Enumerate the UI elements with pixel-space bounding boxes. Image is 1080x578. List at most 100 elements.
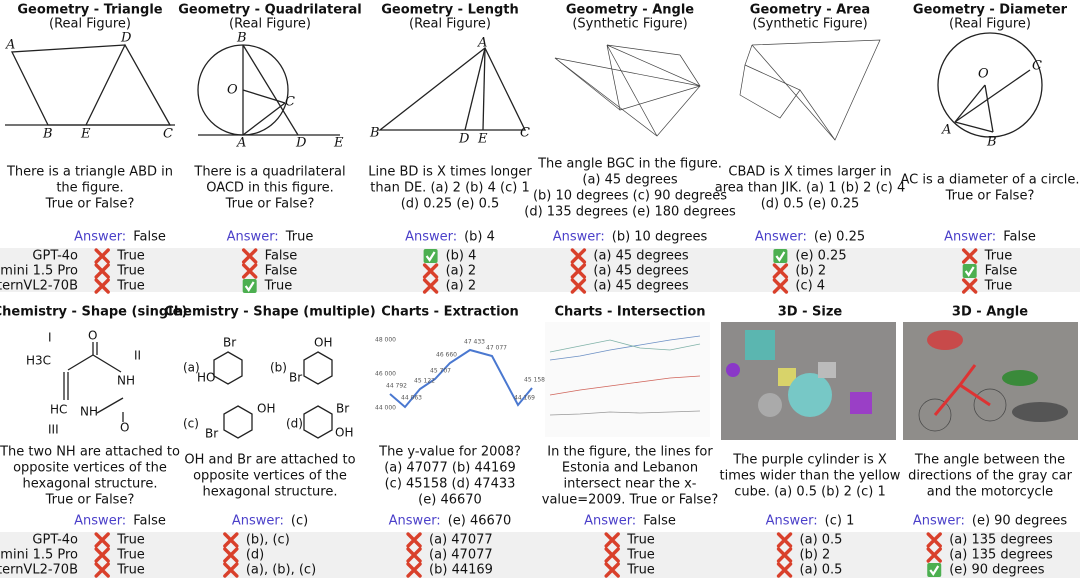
- figure-shape: [96, 397, 124, 414]
- panel-title: Chemistry - Shape (multiple): [164, 305, 375, 320]
- correct-icon: [423, 249, 438, 263]
- model-response: True: [116, 249, 145, 264]
- figure-shape: [303, 405, 333, 439]
- panel-subtitle: (Real Figure): [949, 17, 1031, 32]
- model-response: (b) 2: [800, 548, 831, 563]
- model-response: (e) 0.25: [795, 249, 846, 264]
- incorrect-icon: [961, 248, 978, 264]
- length-figure: A B D E C: [369, 36, 530, 147]
- panel-title: Charts - Extraction: [381, 305, 519, 320]
- cross-mark: [406, 547, 422, 563]
- question-line: area than JIK. (a) 1 (b) 2 (c) 4: [715, 181, 906, 196]
- panel-title: 3D - Angle: [952, 305, 1028, 320]
- cross-mark: [223, 532, 239, 548]
- question-line: The y-value for 2008?: [378, 445, 521, 460]
- figure-label: E: [477, 132, 488, 147]
- question-line: hexagonal structure.: [203, 485, 338, 500]
- cross-mark: [406, 562, 422, 578]
- figure-shape: [606, 44, 681, 56]
- correct-icon: [773, 249, 788, 263]
- figure-shape: [745, 330, 775, 360]
- incorrect-icon: [422, 278, 439, 294]
- answer-label: Answer:: [766, 514, 818, 529]
- cross-mark: [776, 532, 793, 548]
- figure-label: 44 063: [401, 395, 422, 402]
- answer-value: False: [133, 230, 166, 245]
- answer-label: Answer:: [755, 230, 807, 245]
- figure-label: D: [120, 31, 132, 46]
- check-mark: [775, 251, 786, 262]
- figure-shape: [482, 47, 486, 131]
- figure-label: OH: [335, 426, 353, 440]
- figure-label: 46 000: [375, 371, 396, 378]
- incorrect-icon: [570, 263, 587, 279]
- model-response: True: [264, 279, 293, 294]
- question-line: value=2009. True or False?: [542, 493, 718, 508]
- cross-mark: [94, 263, 110, 279]
- figure-label: HC: [50, 403, 67, 417]
- incorrect-icon: [94, 562, 110, 578]
- check-mark: [929, 565, 940, 576]
- diameter-figure: O C A B: [937, 32, 1043, 150]
- answer-label: Answer:: [405, 230, 457, 245]
- cross-mark: [223, 562, 239, 578]
- answer-value: False: [643, 514, 676, 529]
- figure-label: C: [1032, 59, 1042, 74]
- model-response: (a) 135 degrees: [949, 548, 1053, 563]
- question-line: There is a quadrilateral: [193, 165, 345, 180]
- question-line: True or False?: [225, 197, 315, 212]
- figure-shape: [933, 364, 991, 416]
- figure-shape: [726, 363, 740, 377]
- panel-title: Geometry - Area: [750, 3, 870, 18]
- model-response: (a) 45 degrees: [593, 279, 688, 294]
- check-box: [242, 279, 257, 293]
- cross-mark: [422, 263, 439, 279]
- model-name: GPT-4o: [32, 249, 78, 264]
- figure-label: (b): [270, 361, 287, 375]
- question-line: AC is a diameter of a circle.: [900, 173, 1079, 188]
- question-line: The angle between the: [914, 453, 1065, 468]
- figure-shape: [679, 54, 701, 87]
- cross-mark: [94, 248, 110, 264]
- question-line: the figure.: [56, 181, 123, 196]
- figure-shape: [242, 44, 299, 136]
- model-response: (a) 45 degrees: [593, 249, 688, 264]
- incorrect-icon: [94, 532, 110, 548]
- cross-mark: [961, 278, 978, 294]
- check-mark: [964, 266, 975, 277]
- cross-mark: [241, 248, 258, 264]
- figure-shape: [303, 351, 333, 385]
- question-line: The angle BGC in the figure.: [537, 157, 722, 172]
- figure-label: E: [333, 136, 344, 151]
- figure-label: 45 158: [524, 377, 545, 384]
- figure-label: 48 000: [375, 337, 396, 344]
- figure-label: H3C: [26, 354, 51, 368]
- model-response: (a) 0.5: [800, 563, 843, 578]
- figure-label: D: [295, 136, 307, 151]
- figure-label: (a): [183, 361, 200, 375]
- question-line: Line BD is X times longer: [368, 165, 532, 180]
- cross-mark: [223, 547, 239, 563]
- figure-label: I: [48, 331, 52, 345]
- correct-icon: [242, 279, 257, 293]
- figure-label: A: [941, 123, 951, 138]
- figure-shape: [927, 330, 963, 350]
- response-band: [0, 532, 1080, 578]
- panel-title: Geometry - Quadrilateral: [178, 3, 361, 18]
- question-line: cube. (a) 0.5 (b) 2 (c) 1: [734, 485, 886, 500]
- panel-subtitle: (Real Figure): [229, 17, 311, 32]
- cross-mark: [422, 278, 439, 294]
- panel-subtitle: (Real Figure): [409, 17, 491, 32]
- cross-mark: [94, 532, 110, 548]
- incorrect-icon: [94, 278, 110, 294]
- quadrilateral-figure: B O C A D E: [197, 31, 344, 151]
- model-name: InternVL2-70B: [0, 563, 78, 578]
- figure-shape: [799, 89, 836, 141]
- figure-label: O: [227, 83, 238, 98]
- figure-label: OH: [314, 336, 332, 350]
- panel-title: Chemistry - Shape (single): [0, 305, 187, 320]
- model-response: (a) 135 degrees: [949, 533, 1053, 548]
- incorrect-icon: [776, 532, 793, 548]
- model-response: False: [985, 264, 1018, 279]
- panel-subtitle: (Real Figure): [49, 17, 131, 32]
